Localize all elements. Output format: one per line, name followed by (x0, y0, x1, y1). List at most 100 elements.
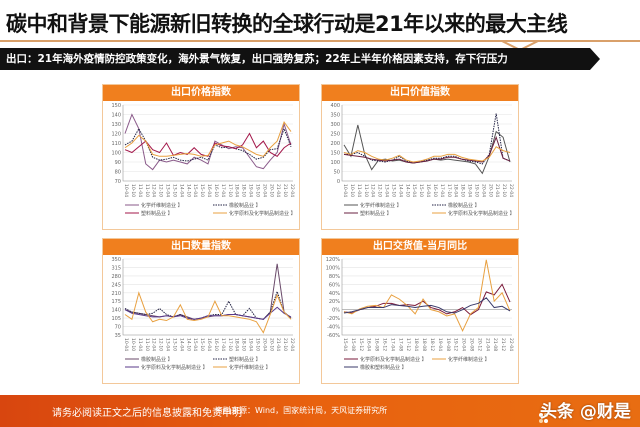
svg-text:100: 100 (111, 151, 121, 157)
svg-text:18-08: 18-08 (421, 338, 427, 351)
svg-text:245: 245 (111, 282, 121, 288)
svg-text:20-10: 20-10 (487, 184, 493, 197)
svg-text:15-10: 15-10 (199, 338, 205, 351)
svg-text:18-10: 18-10 (241, 338, 247, 351)
chart-series-line (124, 113, 292, 171)
chart-series-line (343, 297, 511, 314)
svg-text:120: 120 (111, 132, 121, 138)
svg-text:17-04: 17-04 (389, 338, 395, 351)
svg-text:17-10: 17-10 (227, 338, 233, 351)
svg-text:350: 350 (111, 257, 121, 263)
svg-text:22-04: 22-04 (508, 184, 514, 197)
banner-arrow (590, 48, 600, 70)
chart-series-line (343, 124, 511, 175)
svg-text:14-10: 14-10 (185, 338, 191, 351)
svg-text:11-04: 11-04 (137, 184, 143, 197)
legend-label: 化学纤维制造业 】 (141, 202, 183, 209)
svg-text:60%: 60% (329, 282, 340, 288)
legend-label: 化学纤维制造业 】 (229, 364, 271, 371)
svg-text:22-04: 22-04 (289, 184, 295, 197)
svg-text:-20%: -20% (327, 316, 340, 322)
svg-text:250: 250 (330, 132, 340, 138)
legend-label: 塑料制品业 】 (141, 210, 173, 217)
svg-text:140: 140 (111, 113, 121, 119)
svg-text:19-10: 19-10 (254, 184, 260, 197)
svg-text:17-08: 17-08 (397, 338, 403, 351)
chart-series-line (124, 132, 292, 157)
svg-text:15-10: 15-10 (418, 184, 424, 197)
svg-text:15-04: 15-04 (342, 338, 348, 351)
svg-text:18-12: 18-12 (429, 338, 435, 351)
svg-text:15-04: 15-04 (192, 338, 198, 351)
svg-text:100: 100 (330, 160, 340, 166)
svg-text:50: 50 (334, 170, 340, 176)
svg-text:200: 200 (330, 141, 340, 147)
svg-text:-40%: -40% (327, 325, 340, 331)
svg-text:12-10: 12-10 (158, 184, 164, 197)
legend-label: 化学原料及化学制品制造业 】 (448, 210, 515, 217)
svg-text:12-10: 12-10 (158, 338, 164, 351)
svg-text:10-04: 10-04 (342, 184, 348, 197)
svg-text:13-04: 13-04 (384, 184, 390, 197)
chart-series-line (124, 127, 292, 162)
svg-text:11-10: 11-10 (363, 184, 369, 197)
chart-series-line (124, 263, 292, 320)
svg-text:110: 110 (111, 141, 121, 147)
svg-text:19-04: 19-04 (248, 338, 254, 351)
svg-text:16-10: 16-10 (213, 338, 219, 351)
svg-text:90: 90 (115, 160, 121, 166)
line-chart: 120%100%80%60%40%20%0%-20%-40%-60%15-04 1… (326, 257, 514, 371)
svg-text:18-04: 18-04 (234, 184, 240, 197)
header-divider (0, 40, 640, 42)
svg-text:21-08: 21-08 (492, 338, 498, 351)
svg-text:16-08: 16-08 (374, 338, 380, 351)
panel-title: 出口价值指数 (322, 85, 518, 101)
svg-text:12-04: 12-04 (151, 338, 157, 351)
svg-text:16-04: 16-04 (425, 184, 431, 197)
svg-text:14-04: 14-04 (178, 338, 184, 351)
svg-text:10-10: 10-10 (130, 338, 136, 351)
footer-disclaimer: 请务必阅读正文之后的信息披露和免责申明 (52, 408, 242, 419)
summary-banner: 出口：21年海外疫情防控政策变化，海外景气恢复，出口强势复苏；22年上半年价格因… (0, 48, 590, 70)
legend-label: 化学原料及化学制品制造业 】 (360, 356, 427, 363)
legend-label: 橡胶制品业 】 (448, 202, 480, 209)
svg-text:15-04: 15-04 (192, 184, 198, 197)
svg-text:15-04: 15-04 (411, 184, 417, 197)
chart-panel-export-volume-index: 出口数量指数 350 315 280 245 210 175 140 105 70 35 10-04… (102, 238, 300, 384)
svg-text:100%: 100% (326, 265, 341, 271)
chart-panel-export-value-index: 出口价值指数 400 350 300 250 200 150 100 50 0 10-04 10-1… (321, 84, 519, 230)
svg-text:16-10: 16-10 (213, 184, 219, 197)
svg-text:17-04: 17-04 (220, 338, 226, 351)
chart-series-line (343, 135, 511, 164)
legend-label: 橡胶和塑料制品业 】 (360, 364, 407, 371)
svg-text:18-10: 18-10 (241, 184, 247, 197)
svg-text:10-10: 10-10 (349, 184, 355, 197)
svg-text:18-04: 18-04 (413, 338, 419, 351)
svg-text:11-10: 11-10 (144, 338, 150, 351)
svg-text:13-10: 13-10 (390, 184, 396, 197)
svg-text:19-12: 19-12 (453, 338, 459, 351)
svg-text:19-04: 19-04 (248, 184, 254, 197)
svg-text:70: 70 (115, 179, 121, 185)
svg-text:18-04: 18-04 (453, 184, 459, 197)
chart-series-line (343, 283, 511, 316)
svg-text:35: 35 (115, 333, 121, 339)
svg-text:175: 175 (111, 299, 121, 305)
chart-panel-export-delivery-yoy: 出口交货值-当月同比 120% 100% 80% 60% 40% 20% 0% -20% -40… (321, 238, 519, 384)
brand-logo-icon (539, 413, 548, 423)
svg-text:150: 150 (111, 103, 121, 109)
svg-text:10-10: 10-10 (130, 184, 136, 197)
svg-text:17-10: 17-10 (227, 184, 233, 197)
svg-text:14-04: 14-04 (178, 184, 184, 197)
svg-text:12-10: 12-10 (377, 184, 383, 197)
svg-text:21-04: 21-04 (275, 338, 281, 351)
svg-text:70: 70 (115, 325, 121, 331)
footer-bar: 请务必阅读正文之后的信息披露和免责申明 资料来源：Wind，国家统计局，天风证券… (0, 395, 640, 427)
svg-text:210: 210 (111, 291, 121, 297)
chart-series-line (124, 121, 292, 157)
svg-text:300: 300 (330, 122, 340, 128)
svg-text:11-10: 11-10 (144, 184, 150, 197)
svg-text:13-04: 13-04 (165, 184, 171, 197)
